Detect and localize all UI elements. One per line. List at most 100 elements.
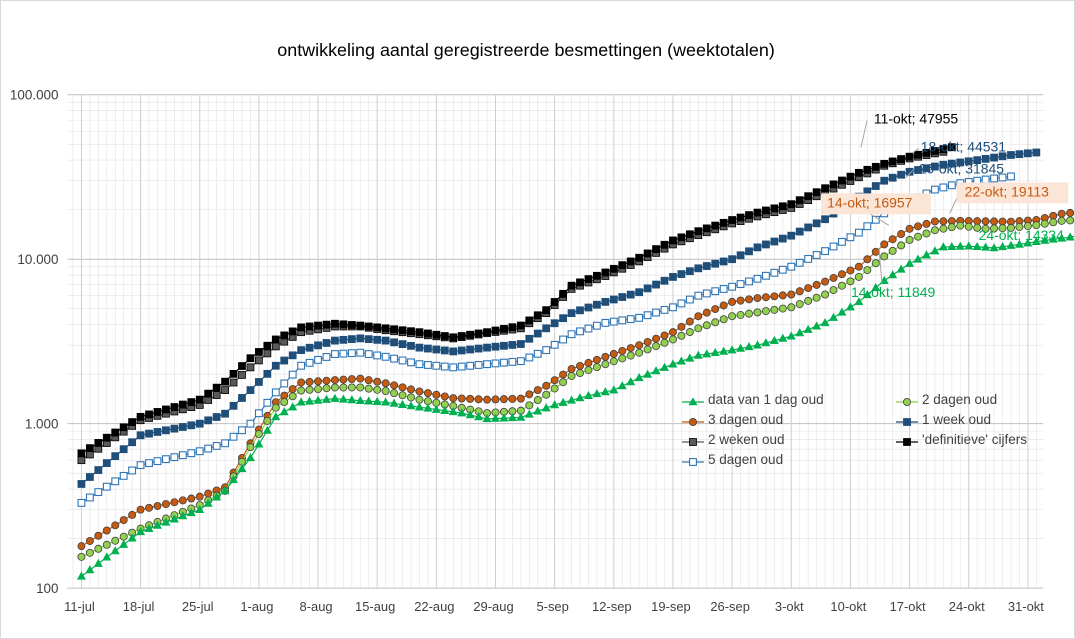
data-point: [938, 242, 948, 251]
data-point: [583, 390, 593, 399]
data-point: [829, 242, 838, 251]
legend-label: 1 week oud: [922, 412, 992, 427]
data-point: [356, 374, 365, 383]
data-point: [880, 176, 889, 185]
data-point: [677, 299, 686, 308]
data-point: [558, 397, 568, 406]
legend-marker: [688, 398, 698, 406]
x-tick-label: 19-sep: [651, 599, 691, 614]
data-point: [280, 379, 289, 388]
data-point: [364, 335, 373, 344]
data-point: [516, 340, 525, 348]
data-point: [507, 413, 517, 422]
x-tick-label: 26-sep: [710, 599, 750, 614]
data-point: [626, 351, 635, 360]
data-point: [643, 284, 652, 293]
data-point: [381, 397, 391, 406]
data-point: [474, 395, 483, 404]
legend-swatch: [896, 418, 918, 426]
data-point: [609, 357, 618, 366]
data-point: [804, 284, 813, 293]
data-point: [255, 378, 263, 386]
data-point: [677, 322, 686, 331]
data-point: [178, 451, 187, 460]
data-point: [136, 431, 145, 440]
data-point: [837, 307, 847, 316]
data-point: [795, 196, 804, 205]
data-point: [652, 334, 661, 343]
data-point: [685, 230, 694, 239]
data-point: [187, 449, 196, 458]
data-point: [271, 403, 280, 412]
data-point: [280, 331, 289, 340]
data-point: [652, 280, 660, 289]
data-point: [576, 306, 584, 315]
data-point: [728, 282, 737, 291]
data-point: [212, 391, 221, 399]
data-point: [254, 439, 264, 448]
data-point: [880, 159, 889, 168]
data-point: [871, 247, 880, 256]
data-point: [449, 347, 458, 356]
data-point: [914, 232, 923, 241]
data-point: [702, 262, 711, 270]
data-point: [491, 326, 500, 335]
data-point: [85, 473, 94, 481]
data-point: [702, 321, 711, 330]
data-point: [229, 432, 238, 441]
leader-line: [904, 170, 914, 179]
data-point: [863, 165, 872, 174]
data-point: [128, 466, 137, 475]
data-point: [390, 354, 399, 363]
data-point: [838, 237, 846, 246]
annotation-text: 22-okt; 19113: [965, 183, 1049, 199]
data-point: [263, 416, 272, 425]
data-point: [981, 175, 990, 184]
data-point: [989, 243, 999, 252]
data-point: [669, 303, 677, 312]
data-point: [314, 341, 322, 350]
data-point: [93, 558, 103, 567]
data-point: [787, 200, 796, 209]
data-point: [753, 308, 762, 317]
data-point: [525, 390, 534, 399]
data-point: [322, 320, 331, 329]
data-point: [297, 323, 306, 332]
data-point: [483, 343, 491, 352]
data-point: [694, 291, 703, 300]
data-point: [888, 235, 897, 244]
data-point: [542, 346, 551, 355]
data-point: [931, 147, 939, 155]
data-point: [694, 312, 703, 321]
data-point: [145, 459, 153, 468]
data-point: [203, 498, 213, 507]
data-point: [947, 181, 956, 190]
data-point: [550, 298, 559, 306]
data-point: [195, 504, 205, 513]
data-point: [491, 342, 500, 351]
leader-line: [912, 148, 920, 153]
data-point: [457, 362, 466, 371]
data-point: [170, 403, 179, 411]
data-point: [373, 351, 382, 360]
data-point: [1031, 236, 1041, 246]
data-point: [204, 389, 213, 398]
x-tick-label: 11-jul: [64, 599, 95, 614]
data-point: [533, 386, 542, 395]
data-point: [221, 377, 229, 386]
data-point: [1015, 150, 1024, 159]
data-point: [635, 341, 644, 350]
data-point: [440, 405, 450, 414]
data-point: [271, 361, 280, 370]
data-point: [795, 300, 804, 309]
data-point: [204, 396, 213, 404]
data-point: [939, 145, 948, 153]
data-point: [685, 295, 694, 304]
data-point: [921, 250, 931, 259]
data-point: [288, 351, 297, 360]
data-point: [431, 404, 441, 413]
data-point: [85, 493, 94, 502]
y-tick-label: 10.000: [17, 252, 58, 267]
data-point: [905, 258, 915, 267]
data-point: [897, 155, 906, 163]
